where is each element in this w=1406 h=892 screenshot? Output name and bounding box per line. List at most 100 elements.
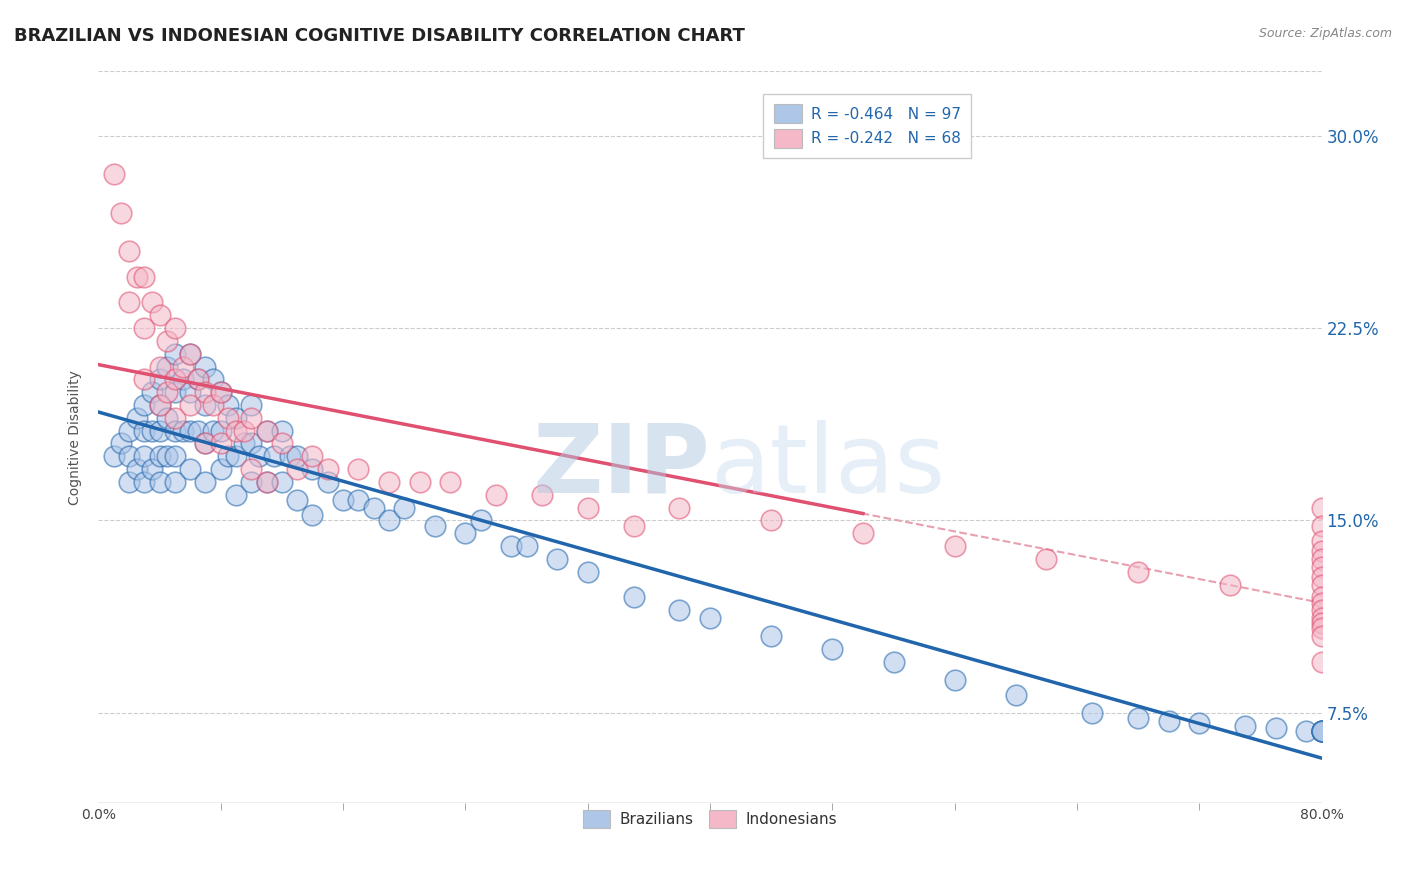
Brazilians [163,424,186,438]
Brazilians [285,450,308,464]
Brazilians [454,526,477,541]
Indonesians [1310,552,1333,566]
Brazilians [1295,723,1317,738]
Brazilians [1310,723,1333,738]
Brazilians [141,385,163,400]
Brazilians [156,450,179,464]
Brazilians [134,424,156,438]
Brazilians [1310,723,1333,738]
Brazilians [363,500,385,515]
Text: BRAZILIAN VS INDONESIAN COGNITIVE DISABILITY CORRELATION CHART: BRAZILIAN VS INDONESIAN COGNITIVE DISABI… [14,27,745,45]
Brazilians [141,424,163,438]
Indonesians [1310,655,1333,669]
Indonesians [118,244,141,258]
Indonesians [141,295,163,310]
Indonesians [194,385,217,400]
Brazilians [623,591,645,605]
Indonesians [623,518,645,533]
Brazilians [1128,711,1150,725]
Brazilians [225,488,247,502]
Brazilians [301,508,323,523]
Brazilians [240,398,263,412]
Indonesians [285,462,308,476]
Indonesians [1310,611,1333,625]
Brazilians [202,424,225,438]
Indonesians [408,475,430,489]
Brazilians [270,424,292,438]
Indonesians [240,410,263,425]
Brazilians [1004,688,1026,702]
Indonesians [1310,629,1333,643]
Brazilians [883,655,905,669]
Indonesians [149,308,172,322]
Brazilians [172,424,194,438]
Indonesians [1310,544,1333,558]
Brazilians [546,552,568,566]
Indonesians [316,462,339,476]
Brazilians [163,385,186,400]
Indonesians [149,398,172,412]
Indonesians [852,526,875,541]
Brazilians [576,565,599,579]
Brazilians [156,410,179,425]
Indonesians [125,269,148,284]
Brazilians [470,514,492,528]
Indonesians [209,436,232,450]
Indonesians [103,167,125,181]
Brazilians [316,475,339,489]
Brazilians [1310,723,1333,738]
Indonesians [1310,500,1333,515]
Brazilians [118,424,141,438]
Brazilians [134,398,156,412]
Y-axis label: Cognitive Disability: Cognitive Disability [69,369,83,505]
Indonesians [943,539,966,553]
Brazilians [392,500,416,515]
Brazilians [1081,706,1104,720]
Brazilians [172,372,194,386]
Brazilians [187,372,209,386]
Indonesians [1310,621,1333,635]
Indonesians [187,372,209,386]
Brazilians [240,436,263,450]
Indonesians [134,321,156,335]
Brazilians [1157,714,1180,728]
Indonesians [156,334,179,348]
Brazilians [194,359,217,374]
Indonesians [1310,616,1333,631]
Indonesians [1219,577,1241,591]
Indonesians [1310,591,1333,605]
Indonesians [1128,565,1150,579]
Indonesians [118,295,141,310]
Indonesians [232,424,254,438]
Brazilians [240,475,263,489]
Brazilians [187,424,209,438]
Indonesians [301,450,323,464]
Brazilians [149,450,172,464]
Brazilians [501,539,523,553]
Indonesians [1035,552,1057,566]
Indonesians [256,475,278,489]
Brazilians [1264,722,1286,736]
Indonesians [378,475,401,489]
Brazilians [232,436,254,450]
Brazilians [285,492,308,507]
Indonesians [179,398,201,412]
Brazilians [378,514,401,528]
Brazilians [118,475,141,489]
Text: Source: ZipAtlas.com: Source: ZipAtlas.com [1258,27,1392,40]
Indonesians [240,462,263,476]
Indonesians [270,436,292,450]
Brazilians [179,385,201,400]
Brazilians [256,475,278,489]
Indonesians [209,385,232,400]
Indonesians [759,514,782,528]
Brazilians [125,410,148,425]
Indonesians [194,436,217,450]
Indonesians [347,462,370,476]
Indonesians [134,372,156,386]
Indonesians [163,372,186,386]
Brazilians [217,450,239,464]
Indonesians [1310,559,1333,574]
Indonesians [1310,570,1333,584]
Brazilians [1188,716,1211,731]
